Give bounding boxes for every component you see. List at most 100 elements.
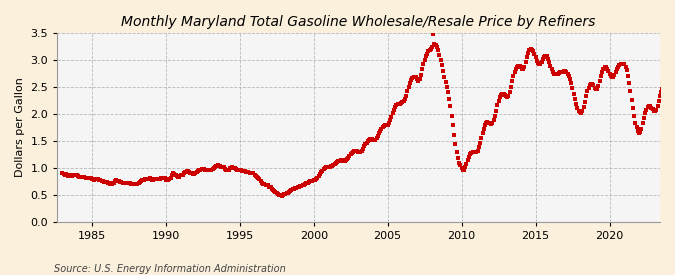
Point: [154, 177, 165, 181]
Point: [148, 178, 159, 182]
Point: [558, 69, 569, 74]
Point: [111, 178, 122, 183]
Point: [437, 63, 448, 68]
Point: [133, 180, 144, 185]
Point: [416, 73, 427, 77]
Point: [479, 126, 489, 131]
Point: [539, 55, 549, 59]
Point: [388, 108, 399, 112]
Point: [522, 51, 533, 55]
Point: [202, 168, 213, 172]
Point: [445, 104, 456, 109]
Point: [258, 182, 269, 186]
Point: [383, 121, 394, 125]
Point: [613, 65, 624, 69]
Point: [404, 81, 415, 85]
Point: [125, 181, 136, 185]
Point: [535, 62, 546, 66]
Point: [280, 192, 291, 196]
Point: [427, 45, 437, 49]
Point: [595, 74, 606, 78]
Point: [488, 118, 499, 123]
Point: [462, 158, 473, 162]
Point: [618, 62, 628, 66]
Point: [105, 182, 115, 186]
Point: [67, 173, 78, 178]
Point: [124, 180, 134, 185]
Point: [281, 191, 292, 196]
Point: [645, 104, 655, 108]
Point: [234, 168, 245, 172]
Point: [335, 158, 346, 163]
Point: [562, 71, 573, 76]
Point: [454, 160, 464, 165]
Point: [274, 193, 285, 197]
Point: [551, 72, 562, 76]
Point: [580, 94, 591, 98]
Point: [276, 193, 287, 198]
Point: [472, 148, 483, 153]
Point: [146, 177, 157, 182]
Point: [466, 151, 477, 155]
Point: [240, 170, 251, 174]
Point: [628, 106, 639, 110]
Point: [640, 111, 651, 116]
Point: [231, 167, 242, 171]
Point: [356, 148, 367, 153]
Point: [444, 97, 455, 101]
Point: [401, 94, 412, 98]
Point: [189, 172, 200, 176]
Point: [304, 179, 315, 184]
Point: [184, 170, 194, 175]
Point: [508, 74, 518, 78]
Point: [161, 178, 171, 182]
Point: [369, 138, 379, 143]
Point: [610, 70, 621, 74]
Point: [209, 166, 219, 171]
Point: [435, 58, 446, 62]
Point: [73, 174, 84, 178]
Point: [126, 182, 136, 186]
Point: [570, 97, 580, 101]
Point: [374, 131, 385, 136]
Point: [104, 181, 115, 185]
Point: [243, 170, 254, 175]
Point: [221, 167, 232, 172]
Point: [211, 164, 221, 169]
Point: [629, 113, 640, 118]
Point: [500, 92, 510, 97]
Point: [672, 88, 675, 92]
Point: [647, 107, 658, 111]
Point: [307, 179, 318, 183]
Point: [59, 172, 70, 177]
Point: [354, 150, 364, 155]
Point: [328, 163, 339, 167]
Point: [458, 167, 468, 172]
Point: [206, 168, 217, 172]
Point: [370, 138, 381, 142]
Point: [217, 165, 228, 170]
Point: [468, 150, 479, 154]
Point: [512, 65, 522, 69]
Point: [350, 149, 361, 153]
Point: [94, 178, 105, 182]
Point: [413, 79, 424, 83]
Point: [72, 173, 82, 177]
Point: [609, 72, 620, 77]
Point: [574, 110, 585, 115]
Point: [554, 71, 564, 75]
Point: [76, 174, 87, 179]
Point: [470, 150, 481, 154]
Point: [485, 121, 495, 125]
Point: [138, 178, 149, 182]
Point: [284, 190, 294, 194]
Point: [263, 183, 273, 188]
Point: [97, 179, 108, 183]
Point: [419, 57, 430, 62]
Point: [85, 176, 96, 180]
Point: [352, 149, 362, 153]
Point: [634, 131, 645, 135]
Point: [494, 95, 505, 99]
Point: [593, 84, 603, 88]
Point: [355, 150, 366, 154]
